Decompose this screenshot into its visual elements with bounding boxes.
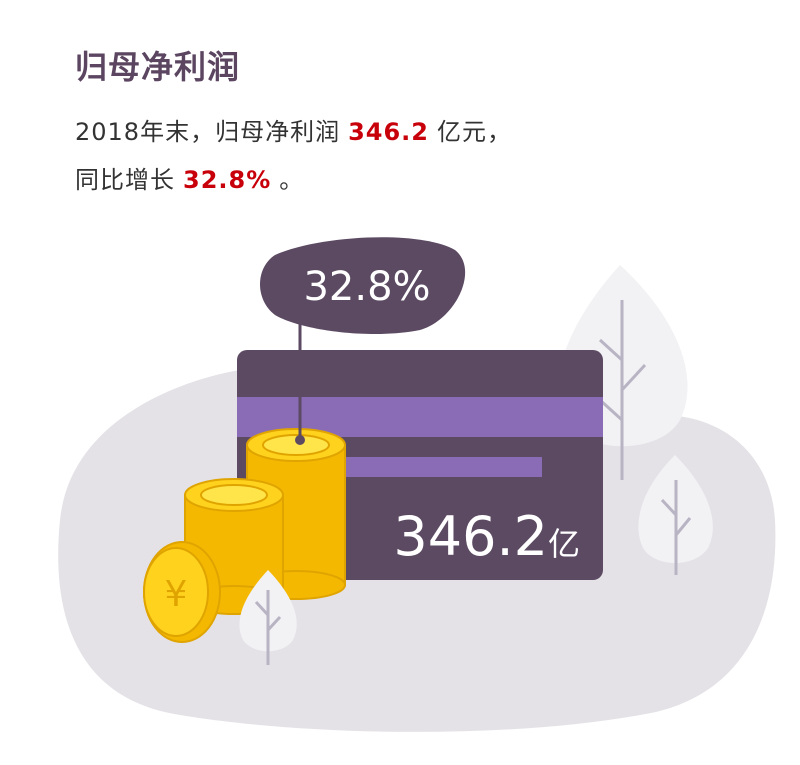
svg-text:¥: ¥ xyxy=(165,574,188,615)
summary-line: 2018年末，归母净利润 346.2 亿元， xyxy=(75,112,512,147)
tree xyxy=(239,570,297,665)
amount: 346.2 xyxy=(393,505,548,568)
text: 。 xyxy=(279,166,305,194)
text: 2018年末，归母净利润 xyxy=(75,118,341,146)
bubble xyxy=(260,237,466,335)
figure: 32.8% xyxy=(183,166,272,194)
card-amount: 346.2亿 xyxy=(393,505,580,568)
bubble-label: 32.8% xyxy=(303,264,430,310)
card-bar xyxy=(345,457,542,477)
title: 归母净利润 xyxy=(75,48,241,86)
tree xyxy=(638,455,713,575)
text: 亿元， xyxy=(437,118,512,146)
pointer-dot xyxy=(295,435,305,445)
text: 同比增长 xyxy=(75,166,175,194)
summary-line: 同比增长 32.8%。 xyxy=(75,160,304,195)
unit: 亿 xyxy=(548,525,580,563)
figure: 346.2 xyxy=(348,118,429,146)
